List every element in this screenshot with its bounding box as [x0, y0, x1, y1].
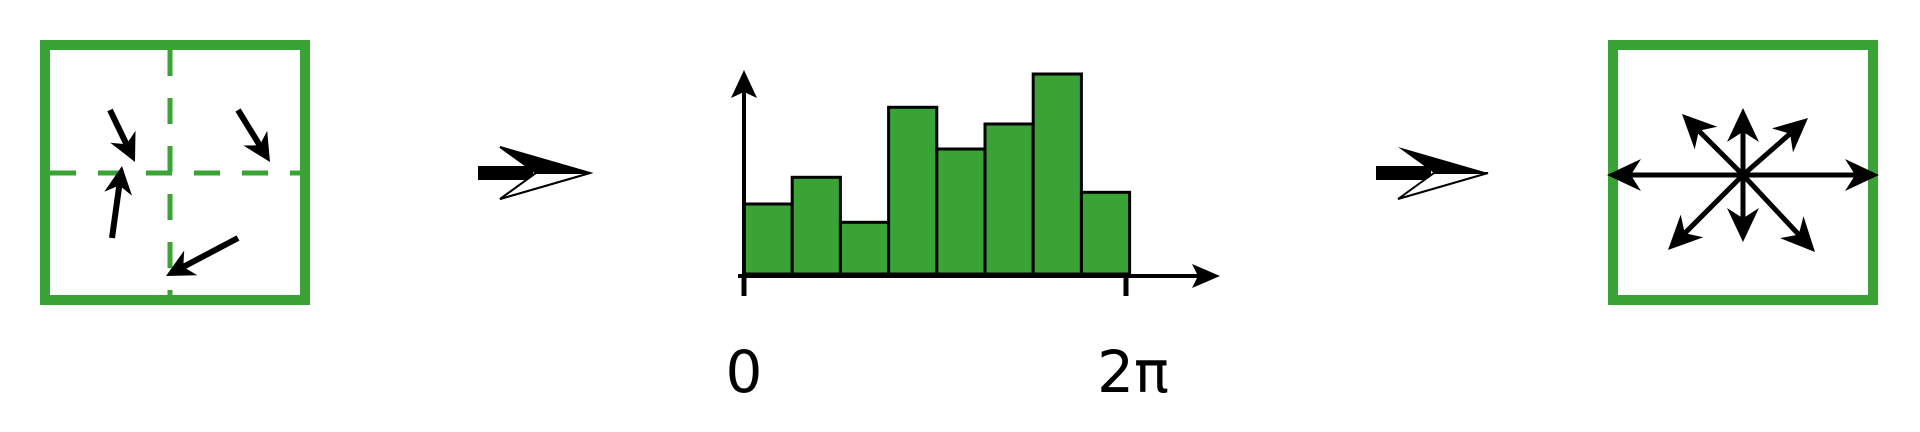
histogram: 0 2π [726, 70, 1220, 406]
dashed-grid [50, 50, 300, 296]
histogram-bar [887, 105, 939, 276]
y-axis-arrowhead [731, 70, 757, 98]
x-axis-arrowhead [1192, 264, 1220, 288]
arrow-icon [1727, 108, 1759, 175]
arrow-icon [1743, 159, 1879, 191]
arrow-icon [1682, 114, 1745, 177]
histogram-bar [983, 122, 1035, 276]
x-tick-label-end: 2π [1097, 338, 1169, 406]
star-arrow-icon [1607, 108, 1879, 252]
arrow-icon [107, 108, 136, 162]
histogram-bar [790, 175, 842, 276]
arrow-icon [104, 166, 132, 239]
arrow-icon [1741, 118, 1808, 177]
transition-arrow-left [478, 146, 594, 200]
right-panel [1607, 40, 1879, 305]
histogram-bar [1031, 72, 1083, 276]
arrow-icon [1741, 173, 1815, 252]
histogram-bars [742, 72, 1132, 276]
arrow-icon [235, 108, 270, 162]
arrow-icon [1607, 159, 1743, 191]
arrow-icon [1668, 173, 1745, 250]
random-arrows [104, 108, 270, 276]
arrow-right-icon [478, 146, 594, 200]
left-square-frame [40, 40, 310, 305]
arrow-right-icon [1376, 147, 1489, 200]
histogram-bar [1079, 190, 1132, 276]
left-panel [40, 40, 310, 305]
arrow-icon [166, 235, 240, 276]
arrow-icon [1727, 175, 1759, 242]
x-tick-label-start: 0 [726, 338, 763, 406]
transition-arrow-right [1376, 147, 1489, 200]
histogram-bar [935, 147, 987, 276]
histogram-bar [838, 220, 891, 276]
histogram-bar [742, 202, 794, 276]
